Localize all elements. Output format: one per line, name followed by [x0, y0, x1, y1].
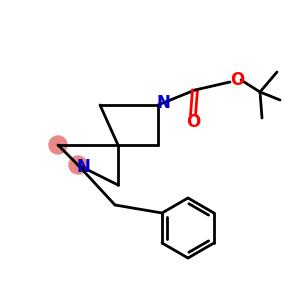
- Text: O: O: [230, 71, 244, 89]
- Text: N: N: [76, 158, 90, 176]
- Text: O: O: [186, 113, 200, 131]
- Text: N: N: [156, 94, 170, 112]
- Circle shape: [49, 136, 67, 154]
- Circle shape: [69, 156, 87, 174]
